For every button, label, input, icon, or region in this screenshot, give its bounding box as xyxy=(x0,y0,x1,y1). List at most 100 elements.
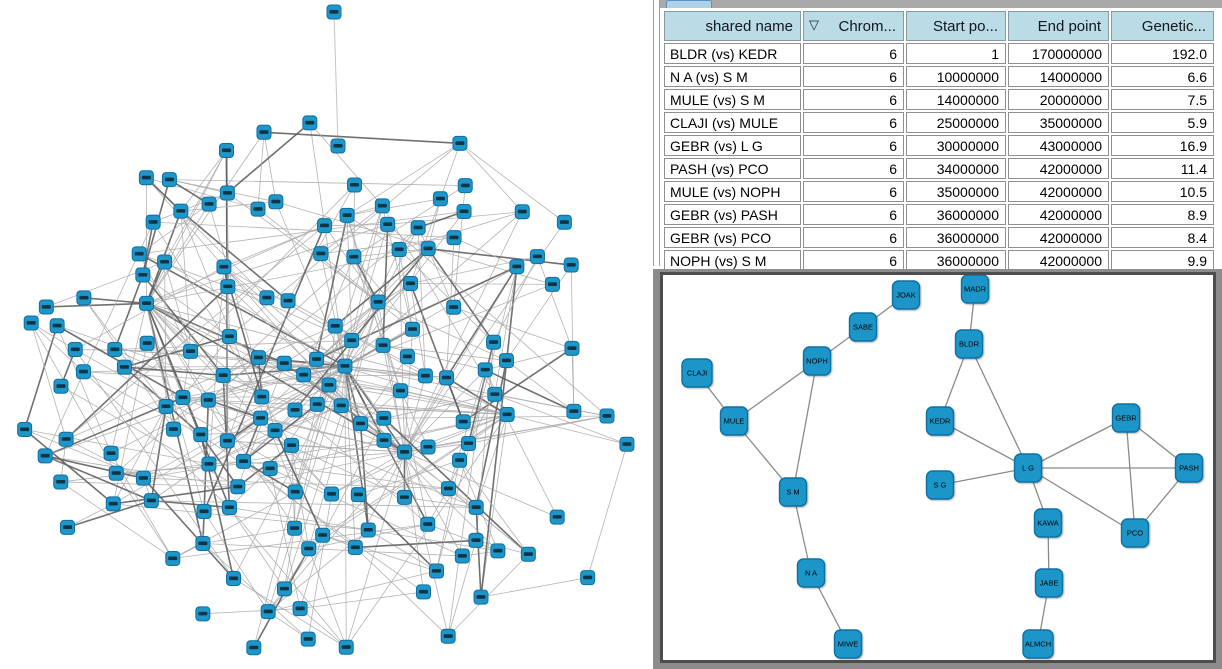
overview-node[interactable] xyxy=(287,520,303,536)
cell-value[interactable]: 6 xyxy=(803,181,904,202)
overview-node[interactable] xyxy=(131,246,147,262)
subnetwork-node-jabe[interactable]: JABE xyxy=(1034,568,1064,598)
overview-node[interactable] xyxy=(220,279,236,295)
overview-node[interactable] xyxy=(544,276,560,292)
overview-node[interactable] xyxy=(38,299,54,315)
overview-node[interactable] xyxy=(468,499,484,515)
overview-node[interactable] xyxy=(346,249,362,265)
subnetwork-node-l-g[interactable]: L G xyxy=(1013,453,1043,483)
cell-value[interactable]: 6 xyxy=(803,204,904,225)
overview-node[interactable] xyxy=(254,389,270,405)
subnetwork-node-sabe[interactable]: SABE xyxy=(848,312,878,342)
overview-node[interactable] xyxy=(619,436,635,452)
column-header-shared-name[interactable]: shared name xyxy=(664,11,801,41)
overview-node[interactable] xyxy=(455,414,471,430)
subnetwork-panel[interactable]: JOAK SABE NOPH CLAJI MULE S M N A MIWE MADR BLDR K… xyxy=(660,272,1216,663)
overview-node[interactable] xyxy=(326,4,342,20)
cell-value[interactable]: 10000000 xyxy=(906,66,1006,87)
cell-value[interactable]: 36000000 xyxy=(906,227,1006,248)
overview-node[interactable] xyxy=(157,254,173,270)
cell-value[interactable]: 6 xyxy=(803,227,904,248)
cell-value[interactable]: 6 xyxy=(803,66,904,87)
overview-node[interactable] xyxy=(256,124,272,140)
subnetwork-node-s-m[interactable]: S M xyxy=(778,477,808,507)
overview-node[interactable] xyxy=(317,218,333,234)
overview-node[interactable] xyxy=(333,398,349,414)
cell-value[interactable]: 14000000 xyxy=(906,89,1006,110)
overview-node[interactable] xyxy=(529,249,545,265)
cell-shared-name[interactable]: N A (vs) S M xyxy=(664,66,801,87)
overview-node[interactable] xyxy=(446,299,462,315)
overview-node[interactable] xyxy=(564,340,580,356)
overview-node[interactable] xyxy=(327,318,343,334)
node-shape[interactable] xyxy=(1022,629,1054,659)
overview-node[interactable] xyxy=(145,214,161,230)
overview-node[interactable] xyxy=(284,437,300,453)
overview-node[interactable] xyxy=(309,351,325,367)
table-row[interactable]: PASH (vs) PCO 6 34000000 42000000 11.4 xyxy=(664,158,1214,179)
overview-node[interactable] xyxy=(143,493,159,509)
cell-value[interactable]: 42000000 xyxy=(1008,250,1109,271)
overview-node[interactable] xyxy=(173,203,189,219)
table-tab-fragment[interactable] xyxy=(666,0,712,8)
cell-value[interactable]: 6.6 xyxy=(1111,66,1214,87)
overview-node[interactable] xyxy=(267,423,283,439)
overview-node[interactable] xyxy=(461,435,477,451)
node-shape[interactable] xyxy=(925,406,955,436)
table-row[interactable]: GEBR (vs) PCO 6 36000000 42000000 8.4 xyxy=(664,227,1214,248)
overview-node[interactable] xyxy=(302,115,318,131)
cell-value[interactable]: 34000000 xyxy=(906,158,1006,179)
overview-node[interactable] xyxy=(260,604,276,620)
overview-node[interactable] xyxy=(339,207,355,223)
cell-value[interactable]: 42000000 xyxy=(1008,158,1109,179)
table-row[interactable]: N A (vs) S M 6 10000000 14000000 6.6 xyxy=(664,66,1214,87)
overview-node[interactable] xyxy=(397,444,413,460)
cell-value[interactable]: 7.5 xyxy=(1111,89,1214,110)
overview-node[interactable] xyxy=(330,138,346,154)
subnetwork-node-miwe[interactable]: MIWE xyxy=(833,629,863,659)
node-shape[interactable] xyxy=(719,406,749,436)
overview-node[interactable] xyxy=(514,204,530,220)
cell-shared-name[interactable]: NOPH (vs) S M xyxy=(664,250,801,271)
cell-value[interactable]: 20000000 xyxy=(1008,89,1109,110)
overview-node[interactable] xyxy=(599,408,615,424)
overview-node[interactable] xyxy=(53,474,69,490)
table-row[interactable]: GEBR (vs) PASH 6 36000000 42000000 8.9 xyxy=(664,204,1214,225)
overview-node[interactable] xyxy=(116,359,132,375)
subnetwork-node-claji[interactable]: CLAJI xyxy=(681,358,713,388)
cell-shared-name[interactable]: BLDR (vs) KEDR xyxy=(664,43,801,64)
overview-node[interactable] xyxy=(440,628,456,644)
subnetwork-node-gebr[interactable]: GEBR xyxy=(1111,403,1141,433)
overview-node[interactable] xyxy=(393,383,409,399)
overview-node[interactable] xyxy=(375,337,391,353)
overview-node[interactable] xyxy=(253,410,269,426)
node-shape[interactable] xyxy=(778,477,808,507)
overview-node[interactable] xyxy=(473,589,489,605)
overview-node[interactable] xyxy=(360,522,376,538)
overview-node[interactable] xyxy=(53,378,69,394)
overview-node[interactable] xyxy=(566,403,582,419)
overview-node[interactable] xyxy=(108,465,124,481)
overview-node[interactable] xyxy=(347,539,363,555)
subnetwork-node-bldr[interactable]: BLDR xyxy=(954,329,984,359)
overview-node[interactable] xyxy=(250,350,266,366)
overview-node[interactable] xyxy=(103,445,119,461)
node-shape[interactable] xyxy=(891,280,921,310)
subnetwork-node-joak[interactable]: JOAK xyxy=(891,280,921,310)
table-row[interactable]: CLAJI (vs) MULE 6 25000000 35000000 5.9 xyxy=(664,112,1214,133)
overview-node[interactable] xyxy=(452,135,468,151)
overview-node[interactable] xyxy=(201,196,217,212)
overview-node[interactable] xyxy=(370,294,386,310)
overview-node[interactable] xyxy=(292,601,308,617)
overview-node[interactable] xyxy=(376,410,392,426)
overview-node[interactable] xyxy=(139,335,155,351)
overview-node[interactable] xyxy=(457,178,473,194)
overview-node[interactable] xyxy=(246,640,262,656)
network-overview-canvas[interactable] xyxy=(0,0,653,669)
overview-node[interactable] xyxy=(420,516,436,532)
overview-node[interactable] xyxy=(353,416,369,432)
cell-value[interactable]: 8.4 xyxy=(1111,227,1214,248)
overview-node[interactable] xyxy=(107,341,123,357)
overview-node[interactable] xyxy=(58,431,74,447)
